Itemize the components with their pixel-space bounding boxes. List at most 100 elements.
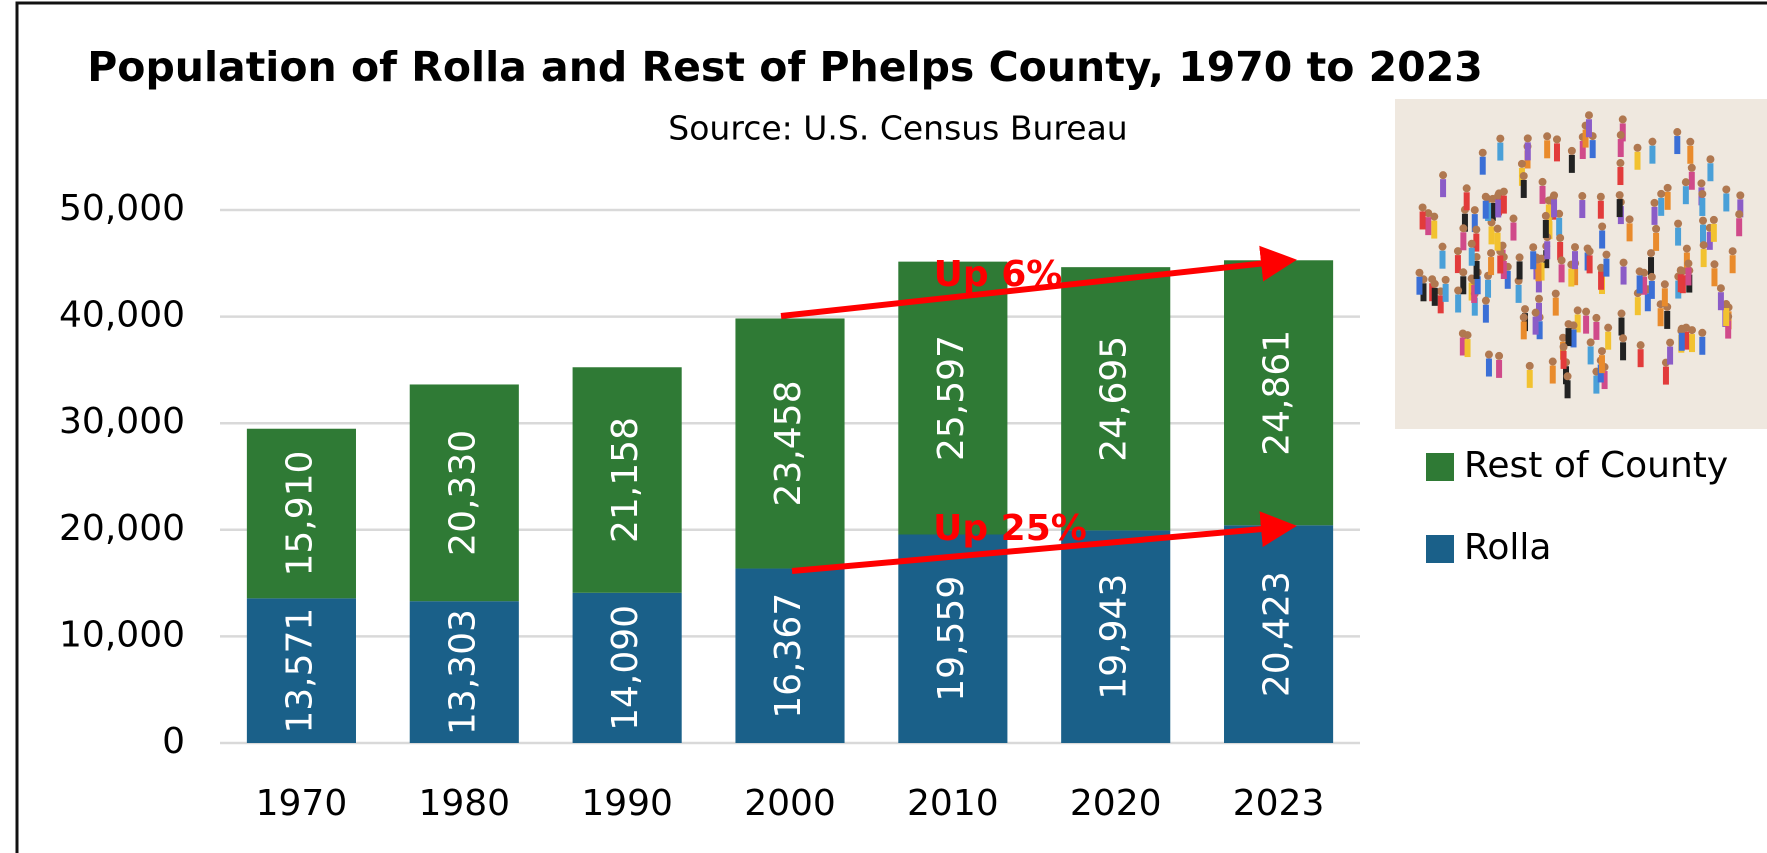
person-head [1494,225,1502,233]
person-head [1706,155,1714,163]
person-head [1442,276,1450,284]
person [1475,276,1481,294]
person-head [1648,138,1656,146]
person [1685,267,1691,285]
person-head [1564,372,1572,380]
person [1521,180,1527,198]
person [1483,201,1489,219]
person-head [1553,135,1561,143]
person [1469,248,1475,266]
person [1635,297,1641,315]
x-tick-label: 2020 [1070,783,1162,824]
chart-subtitle: Source: U.S. Census Bureau [668,109,1127,148]
person [1416,277,1422,295]
person [1648,257,1654,275]
person-head [1464,331,1472,339]
person [1566,328,1572,346]
person-head [1736,191,1744,199]
person-head [1482,193,1490,201]
person-head [1543,132,1551,140]
person-head [1578,192,1586,200]
person-head [1516,253,1524,261]
value-label: 20,423 [1257,571,1298,697]
person-head [1619,115,1627,123]
person-head [1710,216,1718,224]
person [1730,255,1736,273]
person [1554,143,1560,161]
value-label: 20,330 [442,430,483,556]
person-head [1682,178,1690,186]
person [1619,318,1625,336]
person-head [1495,352,1503,360]
person-head [1482,297,1490,305]
person [1495,233,1501,251]
person [1593,322,1599,340]
value-label: 14,090 [605,605,646,731]
person [1586,119,1592,137]
y-tick-label: 30,000 [59,401,185,442]
person [1568,269,1574,287]
person [1443,284,1449,302]
person [1517,261,1523,279]
person-head [1526,362,1534,370]
chart-title: Population of Rolla and Rest of Phelps C… [87,43,1483,91]
person-head [1688,164,1696,172]
person-head [1574,306,1582,314]
person-head [1463,184,1471,192]
person [1488,257,1494,275]
x-tick-label: 2023 [1233,783,1325,824]
value-label: 19,559 [931,576,972,702]
person [1540,186,1546,204]
person-head [1626,215,1634,223]
person-head [1710,260,1718,268]
person-head [1500,188,1508,196]
y-tick-label: 50,000 [59,188,185,229]
person-head [1617,131,1625,139]
person-head [1683,245,1691,253]
legend-label: Rest of County [1464,445,1728,486]
person [1599,355,1605,373]
x-tick-label: 1970 [256,783,348,824]
person-head [1431,280,1439,288]
person [1638,349,1644,367]
person [1689,334,1695,352]
legend-label: Rolla [1464,527,1552,568]
person-head [1535,295,1543,303]
person-head [1520,313,1528,321]
person-head [1661,280,1669,288]
person-head [1558,256,1566,264]
person-head [1618,310,1626,318]
person-head [1532,309,1540,317]
person [1425,217,1431,235]
person-head [1666,339,1674,347]
person [1521,321,1527,339]
person-head [1648,273,1656,281]
person-head [1735,210,1743,218]
person-head [1598,223,1606,231]
person [1480,157,1486,175]
person [1530,251,1536,269]
person-head [1468,240,1476,248]
person [1569,155,1575,173]
person-head [1552,290,1560,298]
person [1665,192,1671,210]
person [1723,308,1729,326]
person [1675,228,1681,246]
person-head [1592,314,1600,322]
person [1674,136,1680,154]
person [1617,167,1623,185]
person [1556,218,1562,236]
person-head [1415,269,1423,277]
annotation: Up 6% [934,254,1063,295]
value-label: 13,303 [442,609,483,735]
person-head [1582,308,1590,316]
person [1465,339,1471,357]
person-head [1471,206,1479,214]
person [1495,199,1501,217]
person [1637,275,1643,293]
person [1598,201,1604,219]
person [1658,308,1664,326]
person-head [1419,203,1427,211]
person [1588,346,1594,364]
person [1723,193,1729,211]
